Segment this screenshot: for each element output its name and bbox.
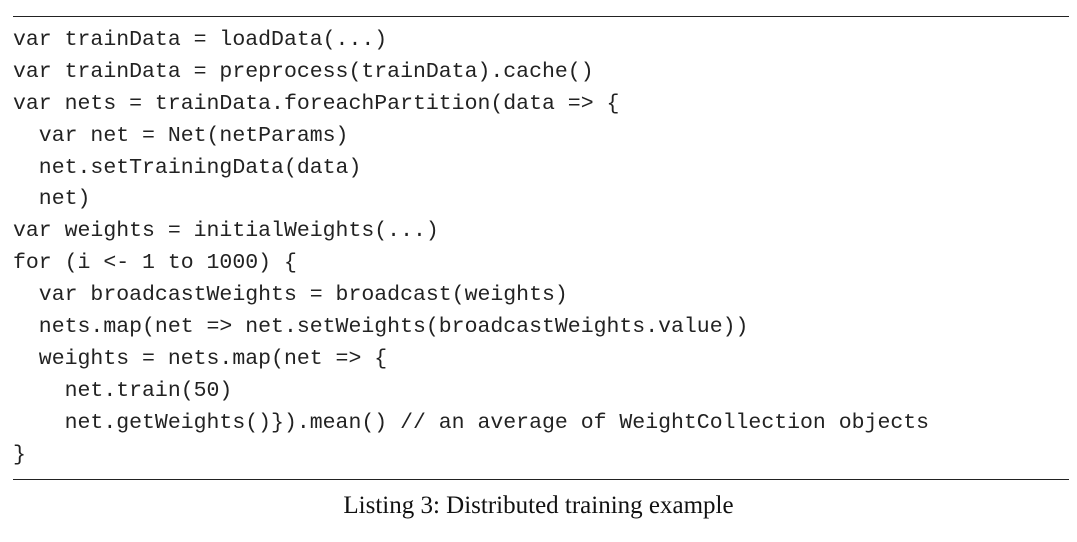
code-line: var weights = initialWeights(...) — [13, 219, 439, 244]
code-line: var broadcastWeights = broadcast(weights… — [13, 283, 568, 308]
code-line: net) — [13, 187, 91, 212]
code-line: var nets = trainData.foreachPartition(da… — [13, 91, 620, 116]
listing-caption: Listing 3: Distributed training example — [343, 492, 734, 519]
code-line: var trainData = loadData(...) — [13, 28, 388, 52]
code-line: } — [13, 442, 26, 467]
code-line: net.train(50) — [13, 378, 233, 403]
top-rule — [13, 16, 1069, 17]
code-line: weights = nets.map(net => { — [13, 346, 388, 371]
code-line: net.getWeights()}).mean() // an average … — [13, 410, 930, 435]
code-line: var net = Net(netParams) — [13, 123, 349, 148]
code-line: for (i <- 1 to 1000) { — [13, 251, 297, 276]
code-listing: var trainData = loadData(...) var trainD… — [13, 25, 929, 471]
code-line: nets.map(net => net.setWeights(broadcast… — [13, 315, 749, 340]
code-line: net.setTrainingData(data) — [13, 155, 362, 180]
bottom-rule — [13, 479, 1069, 480]
code-line: var trainData = preprocess(trainData).ca… — [13, 59, 594, 84]
